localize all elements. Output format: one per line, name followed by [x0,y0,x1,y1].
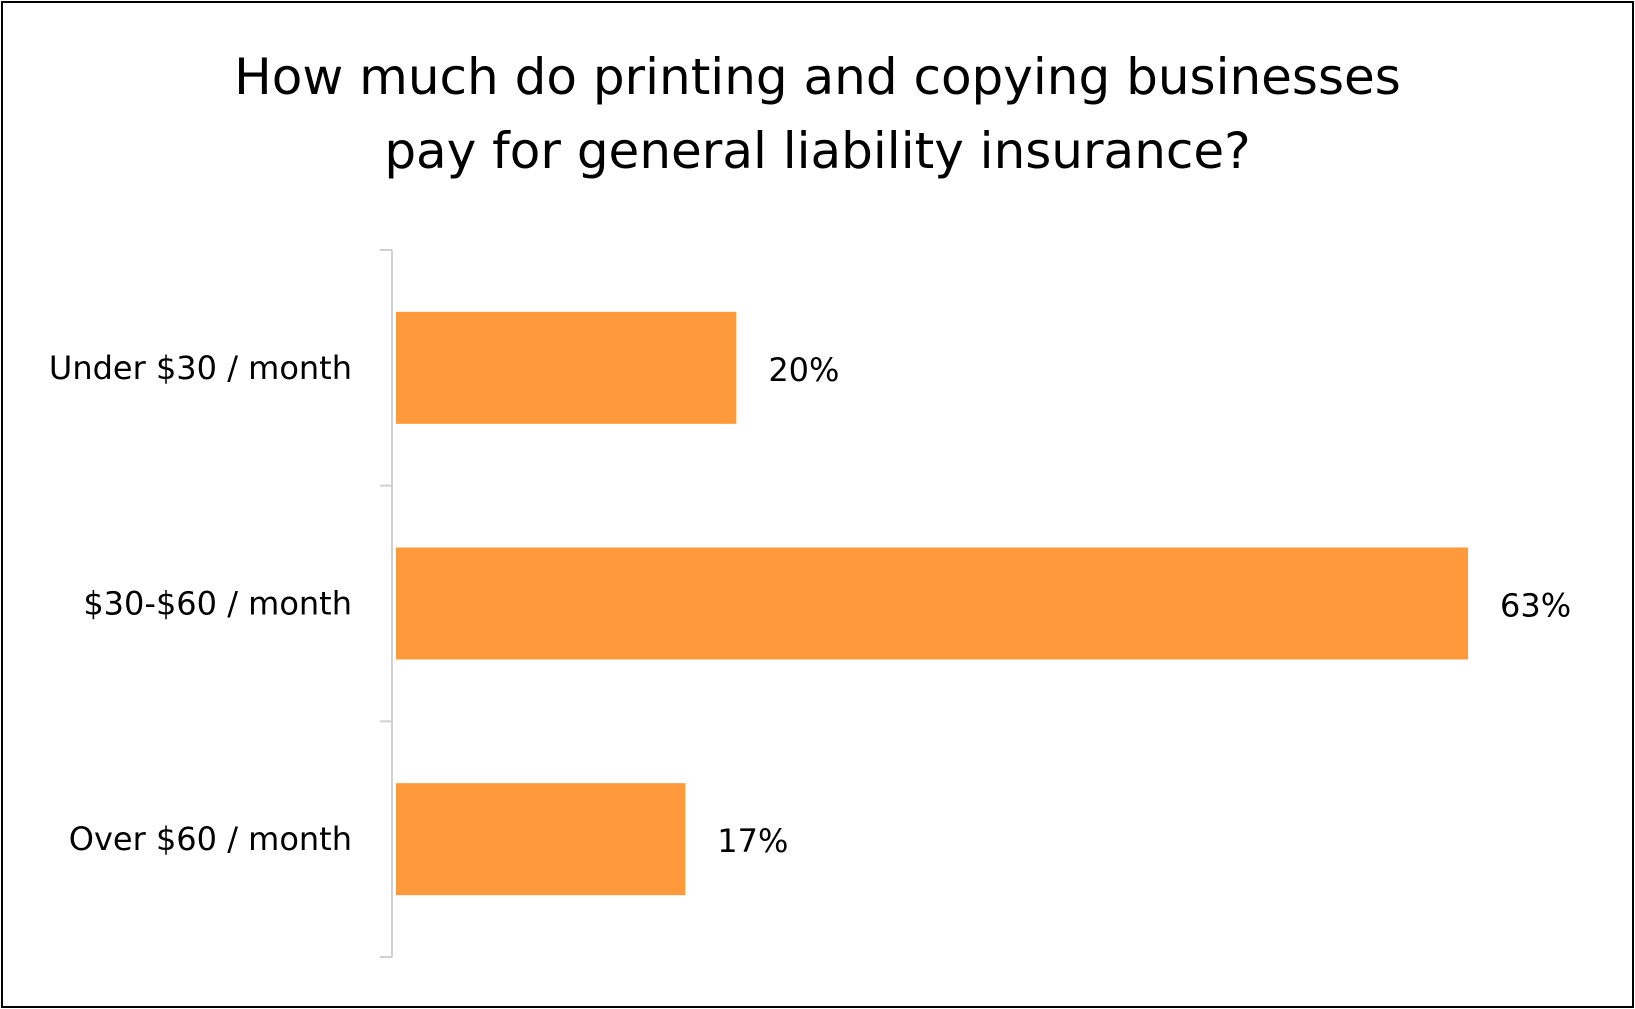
category-axis [380,249,393,958]
label-layer: Under $30 / month 20% $30-$60 / month 63% Ov… [49,349,1571,860]
chart-title: How much do printing and copying busines… [0,40,1635,188]
chart-title-line-1: How much do printing and copying busines… [234,48,1401,106]
category-label: Over $60 / month [69,820,352,858]
category-label: $30-$60 / month [83,585,352,623]
category-label: Under $30 / month [49,349,352,387]
value-label: 20% [768,351,839,389]
value-label: 63% [1500,587,1571,625]
bar-series [396,311,1468,896]
bar [396,547,1468,660]
bar [396,783,686,896]
bar [396,311,737,424]
value-label: 17% [717,822,788,860]
chart-title-line-2: pay for general liability insurance? [384,122,1251,180]
